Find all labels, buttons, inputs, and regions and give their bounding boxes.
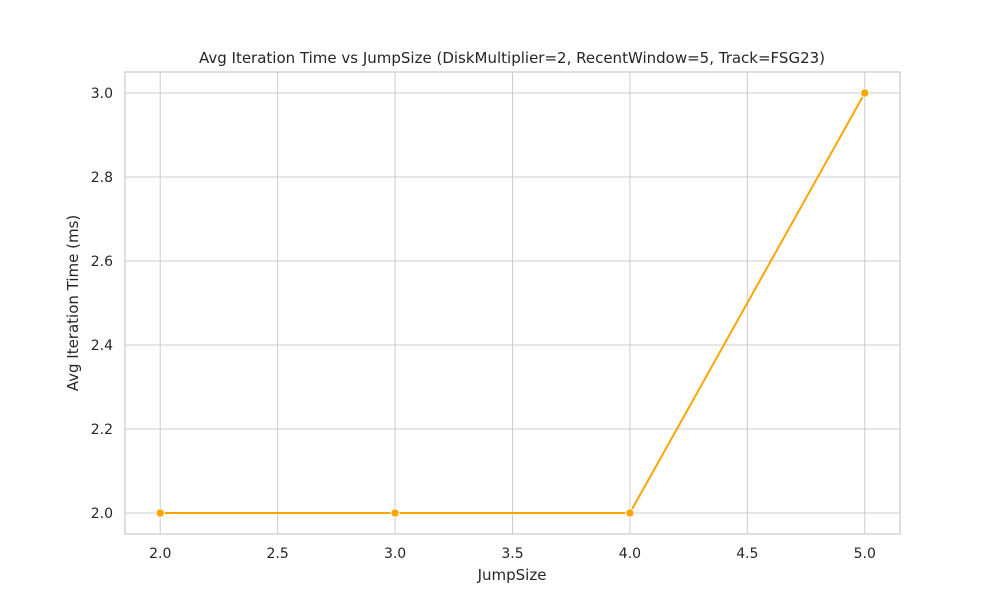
x-tick-label: 2.5 — [267, 546, 289, 562]
x-tick-label: 3.0 — [384, 546, 406, 562]
x-tick-label: 5.0 — [854, 546, 876, 562]
data-point — [155, 508, 165, 518]
x-tick-labels: 2.0 2.5 3.0 3.5 4.0 4.5 5.0 — [149, 546, 876, 562]
y-axis-label: Avg Iteration Time (ms) — [64, 215, 82, 392]
y-tick-label: 2.0 — [91, 506, 113, 522]
grid — [125, 72, 900, 534]
y-tick-label: 2.8 — [91, 170, 113, 186]
series-line — [160, 92, 866, 514]
y-tick-label: 2.4 — [91, 338, 113, 354]
data-point — [860, 88, 870, 98]
series-layer — [155, 88, 870, 518]
x-axis-label: JumpSize — [477, 566, 547, 584]
data-point — [390, 508, 400, 518]
x-tick-label: 4.5 — [736, 546, 758, 562]
plot-frame — [124, 71, 901, 535]
y-tick-label: 3.0 — [91, 86, 113, 102]
data-point — [625, 508, 635, 518]
y-tick-label: 2.6 — [91, 254, 113, 270]
y-tick-labels: 2.0 2.2 2.4 2.6 2.8 3.0 — [91, 86, 113, 522]
chart-title: Avg Iteration Time vs JumpSize (DiskMult… — [199, 49, 825, 67]
x-tick-label: 2.0 — [149, 546, 171, 562]
x-tick-label: 4.0 — [619, 546, 641, 562]
y-tick-label: 2.2 — [91, 422, 113, 438]
x-tick-label: 3.5 — [501, 546, 523, 562]
